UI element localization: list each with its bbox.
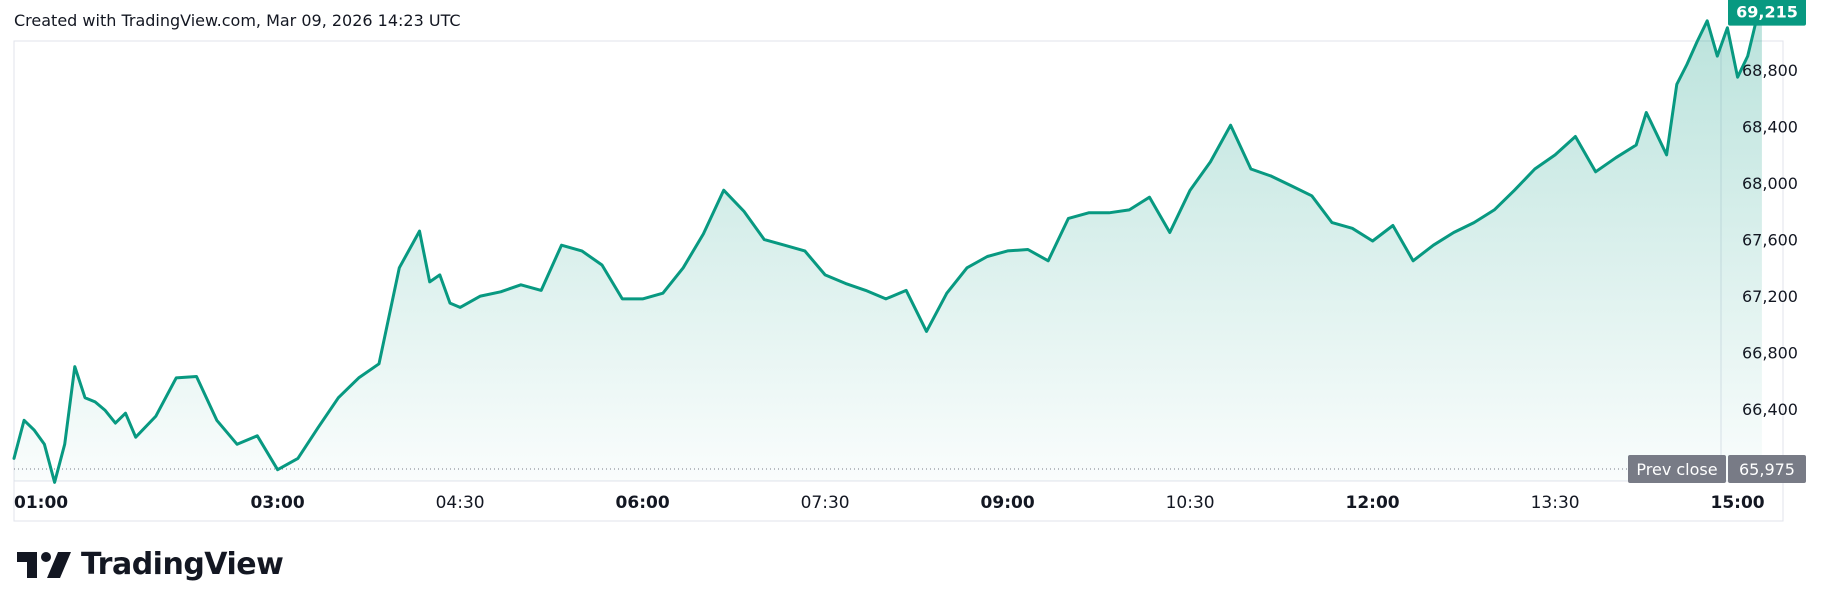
time-tick-label: 13:30 xyxy=(1531,493,1580,513)
time-tick-label: 04:30 xyxy=(436,493,485,513)
time-tick-label: 12:00 xyxy=(1346,493,1400,513)
time-tick-label: 03:00 xyxy=(251,493,305,513)
tradingview-logo-icon xyxy=(17,551,71,578)
price-tick-label: 67,200 xyxy=(1742,287,1798,306)
last-price-badge xyxy=(1728,0,1806,26)
price-area-fill xyxy=(14,11,1762,483)
tradingview-brand[interactable]: TradingView xyxy=(17,547,284,582)
time-tick-label: 09:00 xyxy=(981,493,1035,513)
time-tick-label: 15:00 xyxy=(1711,493,1765,513)
price-tick-label: 66,400 xyxy=(1742,400,1798,419)
chart-caption: Created with TradingView.com, Mar 09, 20… xyxy=(14,11,461,30)
price-tick-label: 66,800 xyxy=(1742,344,1798,363)
time-tick-label: 07:30 xyxy=(801,493,850,513)
prev-close-name-label: Prev close xyxy=(1636,460,1717,479)
prev-close-name-badge xyxy=(1628,455,1726,483)
price-tick-label: 68,800 xyxy=(1742,61,1798,80)
price-line[interactable] xyxy=(12,10,1764,484)
prev-close-value-label: 65,975 xyxy=(1739,460,1795,479)
price-tick-label: 68,400 xyxy=(1742,118,1798,137)
time-tick-label: 06:00 xyxy=(616,493,670,513)
time-tick-label: 10:30 xyxy=(1166,493,1215,513)
price-tick-label: 67,600 xyxy=(1742,231,1798,250)
time-tick-label: 01:00 xyxy=(14,493,68,513)
price-tick-label: 68,000 xyxy=(1742,174,1798,193)
last-price-label: 69,215 xyxy=(1736,3,1798,22)
plot-frame xyxy=(13,40,1784,522)
prev-close-value-badge xyxy=(1728,455,1806,483)
tradingview-wordmark: TradingView xyxy=(81,547,284,582)
